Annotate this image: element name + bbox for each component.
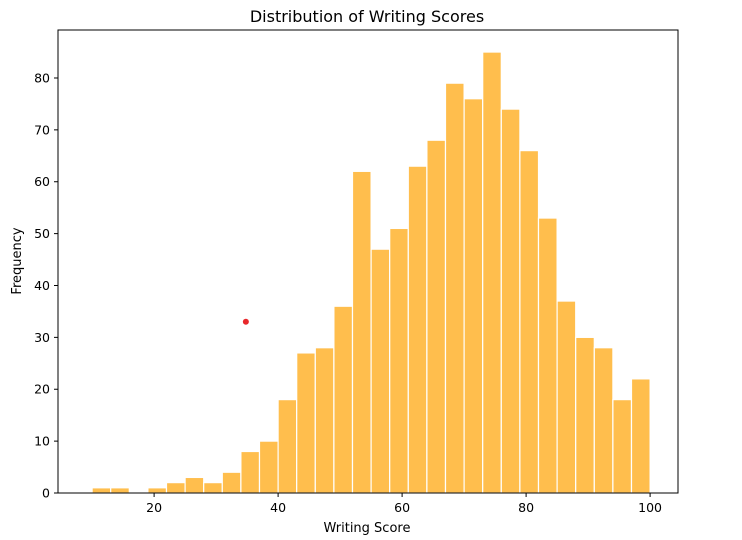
histogram-bar (426, 139, 447, 494)
histogram-bar (630, 378, 651, 494)
histogram-bar (444, 82, 465, 494)
histogram-bar (333, 305, 354, 494)
y-tick-label: 70 (34, 122, 50, 137)
histogram-bar (221, 471, 242, 494)
histogram-bar (258, 440, 279, 494)
y-tick-label: 0 (42, 486, 50, 501)
histogram-bar (314, 347, 335, 494)
histogram-bar (91, 487, 112, 494)
histogram-bar (351, 170, 372, 494)
bars-group (91, 51, 651, 494)
chart-title: Distribution of Writing Scores (250, 7, 484, 26)
histogram-bar (370, 248, 391, 494)
histogram-bar (519, 150, 540, 494)
histogram-bar (165, 482, 186, 494)
histogram-bar (537, 217, 558, 494)
histogram-bar (575, 336, 595, 494)
histogram-bar (593, 347, 614, 494)
histogram-bar (240, 450, 261, 494)
histogram-bar (296, 352, 316, 494)
x-tick-label: 100 (638, 500, 662, 515)
y-axis-ticks: 0 10 20 30 40 50 60 70 80 (34, 70, 58, 501)
marker-layer (242, 318, 249, 325)
y-tick-label: 60 (34, 174, 50, 189)
histogram-bar (277, 399, 298, 494)
histogram-bar (184, 476, 205, 494)
histogram-bar (556, 300, 577, 494)
x-axis-ticks: 20 40 60 80 100 (146, 493, 662, 515)
x-tick-label: 20 (146, 500, 162, 515)
x-axis-label: Writing Score (324, 521, 411, 536)
histogram-bar (110, 487, 130, 494)
marker-point (242, 318, 249, 325)
y-axis-label: Frequency (10, 227, 25, 294)
histogram-bar (203, 482, 223, 494)
y-tick-label: 40 (34, 278, 50, 293)
histogram-bar (612, 399, 633, 494)
x-tick-label: 60 (394, 500, 410, 515)
y-tick-label: 10 (34, 434, 50, 449)
x-tick-label: 80 (518, 500, 534, 515)
y-tick-label: 20 (34, 382, 50, 397)
y-tick-label: 80 (34, 70, 50, 85)
y-tick-label: 50 (34, 226, 50, 241)
histogram-bar (389, 227, 409, 494)
plot-frame (57, 29, 679, 494)
histogram-bar (500, 108, 521, 494)
histogram-bar (482, 51, 502, 494)
histogram-bar (407, 165, 428, 494)
y-tick-label: 30 (34, 330, 50, 345)
histogram-bar (463, 98, 484, 494)
histogram-bar (147, 487, 168, 494)
x-tick-label: 40 (270, 500, 286, 515)
